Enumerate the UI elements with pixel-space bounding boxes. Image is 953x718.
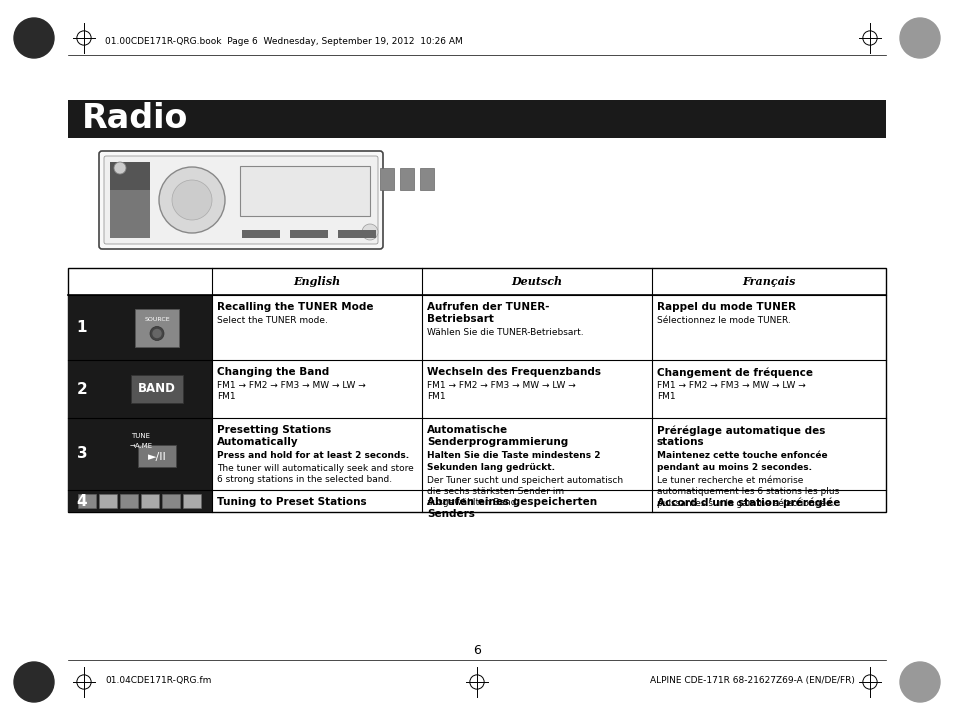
- Circle shape: [14, 18, 54, 58]
- Bar: [183, 494, 201, 508]
- Circle shape: [361, 224, 377, 240]
- Bar: [68, 490, 212, 512]
- Bar: [242, 230, 280, 238]
- Text: English: English: [294, 276, 340, 287]
- Bar: [141, 494, 159, 508]
- Text: Der Tuner sucht und speichert automatisch
die sechs stärksten Sender im
ausgewäh: Der Tuner sucht und speichert automatisc…: [427, 476, 622, 507]
- Text: Betriebsart: Betriebsart: [427, 314, 494, 324]
- Bar: [99, 494, 117, 508]
- Text: Accord d’une station préréglée: Accord d’une station préréglée: [657, 497, 840, 508]
- Text: Presetting Stations: Presetting Stations: [216, 425, 331, 435]
- Bar: [68, 100, 885, 138]
- Circle shape: [14, 662, 54, 702]
- Bar: [120, 494, 138, 508]
- Text: Préréglage automatique des: Préréglage automatique des: [657, 425, 824, 436]
- Text: 01.00CDE171R-QRG.book  Page 6  Wednesday, September 19, 2012  10:26 AM: 01.00CDE171R-QRG.book Page 6 Wednesday, …: [105, 37, 462, 47]
- Bar: [68, 418, 212, 490]
- Text: BAND: BAND: [138, 383, 175, 396]
- Text: Français: Français: [741, 276, 795, 287]
- Text: 3: 3: [76, 447, 88, 462]
- Bar: [138, 445, 175, 467]
- Text: stations: stations: [657, 437, 704, 447]
- Bar: [162, 494, 180, 508]
- FancyBboxPatch shape: [104, 156, 377, 244]
- Text: Changing the Band: Changing the Band: [216, 367, 329, 377]
- Circle shape: [152, 330, 161, 337]
- Text: Press and hold for at least 2 seconds.: Press and hold for at least 2 seconds.: [216, 451, 409, 460]
- Bar: [68, 360, 212, 418]
- Text: Rappel du mode TUNER: Rappel du mode TUNER: [657, 302, 795, 312]
- Circle shape: [899, 18, 939, 58]
- Text: pendant au moins 2 secondes.: pendant au moins 2 secondes.: [657, 463, 811, 472]
- Text: Senderprogrammierung: Senderprogrammierung: [427, 437, 568, 447]
- Bar: [240, 166, 370, 216]
- Text: Recalling the TUNER Mode: Recalling the TUNER Mode: [216, 302, 374, 312]
- Bar: [337, 230, 375, 238]
- Text: Automatische: Automatische: [427, 425, 508, 435]
- Text: ALPINE CDE-171R 68-21627Z69-A (EN/DE/FR): ALPINE CDE-171R 68-21627Z69-A (EN/DE/FR): [649, 676, 854, 684]
- Text: ►/II: ►/II: [148, 452, 166, 462]
- Circle shape: [159, 167, 225, 233]
- Text: Changement de fréquence: Changement de fréquence: [657, 367, 812, 378]
- Bar: [419, 168, 434, 190]
- Circle shape: [899, 662, 939, 702]
- Text: 1: 1: [76, 320, 87, 335]
- Text: FM1 → FM2 → FM3 → MW → LW →
FM1: FM1 → FM2 → FM3 → MW → LW → FM1: [216, 381, 365, 401]
- Circle shape: [113, 162, 126, 174]
- Bar: [78, 494, 96, 508]
- Text: 2: 2: [76, 381, 88, 396]
- Text: FM1 → FM2 → FM3 → MW → LW →
FM1: FM1 → FM2 → FM3 → MW → LW → FM1: [657, 381, 805, 401]
- Text: Wählen Sie die TUNER-Betriebsart.: Wählen Sie die TUNER-Betriebsart.: [427, 328, 583, 337]
- Text: The tuner will automatically seek and store
6 strong stations in the selected ba: The tuner will automatically seek and st…: [216, 464, 414, 484]
- Text: →A.ME: →A.ME: [130, 443, 152, 449]
- Text: Select the TUNER mode.: Select the TUNER mode.: [216, 316, 328, 325]
- Text: 6: 6: [473, 643, 480, 656]
- Text: Maintenez cette touche enfoncée: Maintenez cette touche enfoncée: [657, 451, 827, 460]
- Text: Radio: Radio: [82, 103, 188, 136]
- Text: Tuning to Preset Stations: Tuning to Preset Stations: [216, 497, 366, 507]
- Text: Wechseln des Frequenzbands: Wechseln des Frequenzbands: [427, 367, 600, 377]
- Bar: [135, 309, 179, 347]
- Circle shape: [150, 327, 164, 340]
- Bar: [110, 162, 150, 238]
- Text: Abrufen eines gespeicherten: Abrufen eines gespeicherten: [427, 497, 597, 507]
- Text: Deutsch: Deutsch: [511, 276, 562, 287]
- Text: Le tuner recherche et mémorise
automatiquement les 6 stations les plus
puissante: Le tuner recherche et mémorise automatiq…: [657, 476, 839, 508]
- Bar: [399, 168, 414, 190]
- Text: SOURCE: SOURCE: [144, 317, 170, 322]
- Text: 4: 4: [76, 493, 88, 508]
- Text: Halten Sie die Taste mindestens 2: Halten Sie die Taste mindestens 2: [427, 451, 599, 460]
- Bar: [110, 162, 150, 190]
- Bar: [68, 268, 885, 512]
- Text: 01.04CDE171R-QRG.fm: 01.04CDE171R-QRG.fm: [105, 676, 212, 684]
- FancyBboxPatch shape: [99, 151, 382, 249]
- Bar: [68, 295, 212, 360]
- Bar: [131, 375, 183, 403]
- Text: Sekunden lang gedrückt.: Sekunden lang gedrückt.: [427, 463, 555, 472]
- Bar: [379, 168, 394, 190]
- Text: TUNE: TUNE: [132, 433, 151, 439]
- Text: Automatically: Automatically: [216, 437, 298, 447]
- Text: Aufrufen der TUNER-: Aufrufen der TUNER-: [427, 302, 549, 312]
- Circle shape: [172, 180, 212, 220]
- Text: Sélectionnez le mode TUNER.: Sélectionnez le mode TUNER.: [657, 316, 790, 325]
- Text: FM1 → FM2 → FM3 → MW → LW →
FM1: FM1 → FM2 → FM3 → MW → LW → FM1: [427, 381, 576, 401]
- Bar: [290, 230, 328, 238]
- Text: Senders: Senders: [427, 509, 475, 519]
